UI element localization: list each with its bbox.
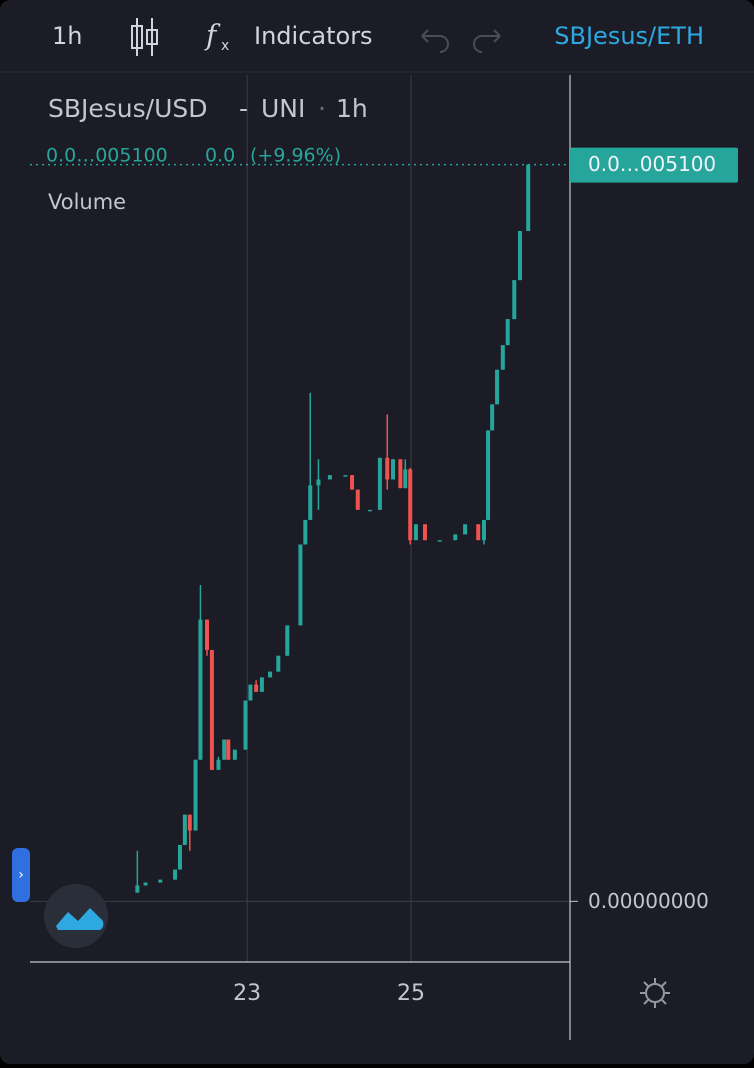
- candle-body: [486, 430, 491, 520]
- candle-body: [495, 369, 500, 405]
- candle-body: [248, 684, 253, 701]
- candle-body: [327, 475, 332, 480]
- candle-body: [173, 869, 178, 880]
- last-price-badge: [570, 147, 738, 183]
- settings-button[interactable]: [640, 978, 670, 1008]
- candle-body: [193, 759, 198, 831]
- undo-button[interactable]: [421, 29, 449, 53]
- logo-icon: [56, 908, 104, 930]
- candle-body: [243, 700, 248, 750]
- candle-body: [285, 625, 290, 656]
- candle-body: [187, 814, 192, 831]
- candle-body: [391, 459, 396, 480]
- plot-area: [30, 75, 570, 962]
- candle-body: [490, 404, 495, 431]
- legend-price: 0.0…005100: [46, 145, 168, 167]
- legend-dot: ·: [318, 94, 326, 123]
- candle-body: [476, 524, 481, 541]
- candle-body: [308, 485, 313, 520]
- candle-body: [216, 759, 221, 770]
- candle-body: [512, 280, 517, 320]
- chart-type-button[interactable]: [131, 18, 158, 56]
- redo-button[interactable]: [473, 29, 501, 53]
- candle-body: [316, 479, 321, 486]
- candle-body: [355, 489, 360, 510]
- candle-body: [385, 457, 390, 480]
- candle-body: [413, 524, 418, 541]
- candle-body: [526, 164, 531, 232]
- candle-body: [350, 475, 355, 490]
- legend-interval: 1h: [336, 94, 368, 123]
- candle-body: [518, 231, 523, 281]
- candle-body: [135, 885, 140, 893]
- x-tick-label: 25: [397, 981, 425, 1006]
- candle-body: [204, 619, 209, 650]
- side-panel-arrow: ›: [18, 867, 24, 883]
- legend: SBJesus/USD - UNI · 1h 0.0…005100 0.0 (+…: [46, 94, 368, 214]
- legend-exchange: UNI: [261, 94, 305, 123]
- candle-body: [408, 469, 413, 541]
- candle-body: [298, 544, 303, 626]
- candle-body: [398, 459, 403, 489]
- candle-body: [276, 655, 281, 672]
- x-tick-label: 23: [233, 981, 261, 1006]
- tradingview-logo-button[interactable]: [44, 884, 108, 948]
- fx-icon-x: x: [221, 38, 229, 54]
- candle-body: [463, 524, 468, 535]
- candle-body: [254, 684, 259, 692]
- candle-body: [343, 475, 348, 477]
- legend-change-percent: (+9.96%): [250, 145, 341, 167]
- candle-body: [368, 509, 373, 512]
- y-tick-label: 0.00000000: [588, 889, 709, 913]
- indicators-button[interactable]: Indicators: [254, 22, 373, 50]
- candle-body: [232, 749, 237, 760]
- candle-body: [209, 649, 214, 770]
- candle-body: [259, 677, 264, 692]
- candle-body: [226, 739, 231, 760]
- candle-body: [268, 671, 273, 678]
- candle-body: [437, 540, 442, 542]
- last-price-label: 0.0…005100: [588, 152, 716, 176]
- candle-body: [182, 814, 187, 845]
- interval-button[interactable]: 1h: [52, 22, 82, 50]
- legend-symbol: SBJesus/USD: [48, 94, 208, 123]
- candle-body: [481, 519, 486, 541]
- legend-change: 0.0: [205, 145, 235, 167]
- candle-body: [158, 879, 163, 883]
- candle-body: [500, 345, 505, 370]
- candle-body: [177, 844, 182, 870]
- candle-body: [143, 882, 148, 886]
- candle-body: [198, 619, 203, 760]
- compare-symbol[interactable]: SBJesus/ETH: [554, 22, 704, 50]
- legend-volume: Volume: [48, 190, 126, 214]
- candle-body: [422, 524, 427, 541]
- candle-body: [505, 319, 510, 346]
- candle-body: [403, 469, 408, 489]
- candle-body: [453, 534, 458, 541]
- legend-separator: -: [239, 94, 248, 123]
- side-panel-toggle[interactable]: [12, 848, 30, 902]
- candle-body: [303, 519, 308, 545]
- candle-body: [377, 457, 382, 510]
- candle-body: [222, 739, 227, 760]
- toolbar: 1h f x Indicators SBJesus/ETH: [52, 18, 704, 56]
